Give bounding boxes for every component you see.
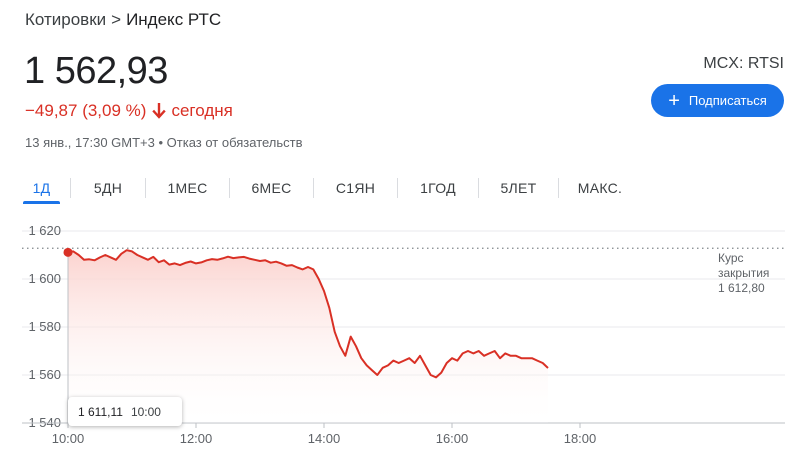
y-tick-label: 1 620 [28, 223, 61, 238]
previous-close-label: Курс закрытия 1 612,80 [718, 251, 769, 296]
y-tick-label: 1 600 [28, 271, 61, 286]
tooltip-value: 1 611,11 [78, 404, 123, 419]
previous-close-label-line2: закрытия [718, 266, 770, 280]
breadcrumb: Котировки > Индекс РТС [25, 10, 221, 30]
tab-5d[interactable]: 5ДН [93, 180, 123, 196]
tab-ytd[interactable]: С1ЯН [335, 180, 376, 196]
tab-divider [313, 178, 314, 198]
tab-max[interactable]: МАКС. [577, 180, 623, 196]
x-tick-label: 12:00 [180, 431, 213, 446]
x-tick-label: 18:00 [564, 431, 597, 446]
previous-close-label-line1: Курс [718, 251, 744, 265]
tab-divider [229, 178, 230, 198]
exchange-ticker: MCX: RTSI [703, 55, 784, 72]
tab-1y[interactable]: 1ГОД [420, 180, 456, 196]
tab-divider [145, 178, 146, 198]
subscribe-label: Подписаться [688, 93, 767, 108]
subscribe-button[interactable]: + Подписаться [651, 84, 784, 117]
tab-6m[interactable]: 6МЕС [251, 180, 292, 196]
plus-icon: + [668, 89, 680, 112]
tab-1d[interactable]: 1Д [23, 172, 60, 204]
price-area [68, 250, 548, 423]
tab-divider [397, 178, 398, 198]
quote-meta: 13 янв., 17:30 GMT+3 • Отказ от обязател… [25, 135, 303, 150]
breadcrumb-current: Индекс РТС [126, 10, 222, 29]
tab-divider [70, 178, 71, 198]
tab-5y[interactable]: 5ЛЕТ [500, 180, 537, 196]
tab-1m[interactable]: 1МЕС [167, 180, 208, 196]
price-change: −49,87 (3,09 %) сегодня [25, 101, 233, 121]
x-tick-label: 10:00 [52, 431, 85, 446]
tooltip-time: 10:00 [130, 404, 161, 419]
previous-close-value: 1 612,80 [718, 281, 765, 295]
x-tick-label: 14:00 [308, 431, 341, 446]
tab-divider [478, 178, 479, 198]
y-tick-label: 1 580 [28, 319, 61, 334]
breadcrumb-separator: > [111, 10, 122, 29]
x-tick-label: 16:00 [436, 431, 469, 446]
tab-divider [558, 178, 559, 198]
price-change-period: сегодня [171, 101, 233, 120]
price-change-value: −49,87 (3,09 %) [25, 101, 147, 120]
current-price: 1 562,93 [24, 50, 168, 92]
hover-tooltip: 1 611,11 10:00 [68, 397, 182, 426]
timeframe-tabs: 1Д 5ДН 1МЕС 6МЕС С1ЯН 1ГОД 5ЛЕТ МАКС. [23, 172, 641, 204]
breadcrumb-link-quotes[interactable]: Котировки [25, 10, 107, 29]
hover-point [63, 247, 73, 257]
price-line [67, 249, 549, 379]
y-tick-label: 1 560 [28, 367, 61, 382]
arrow-down-icon [152, 103, 167, 119]
